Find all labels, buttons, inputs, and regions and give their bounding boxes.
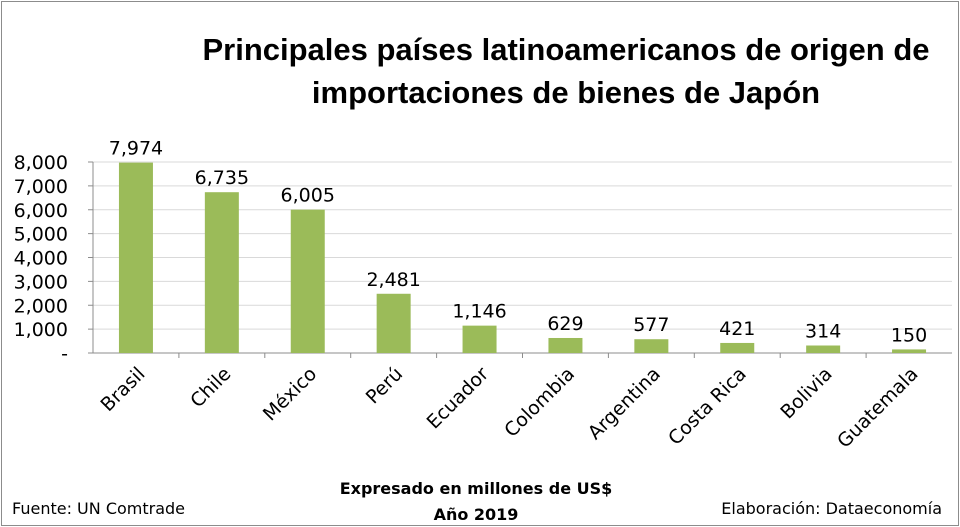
category-label: Colombia	[500, 363, 579, 442]
bar-guatemala	[892, 349, 927, 353]
data-label: 1,146	[452, 301, 506, 323]
data-label: 314	[805, 321, 841, 343]
y-tick-label: 3,000	[14, 271, 68, 293]
chart-title-line-2: importaciones de bienes de Japón	[312, 75, 820, 110]
y-tick-label: -	[61, 343, 68, 365]
x-axis-caption-line-1: Expresado en millones de US$	[340, 479, 613, 498]
bars	[118, 162, 927, 353]
credit-note: Elaboración: Dataeconomía	[721, 499, 942, 518]
y-tick-label: 7,000	[14, 176, 68, 198]
x-axis-caption-line-2: Año 2019	[434, 505, 519, 524]
bar-brasil	[118, 162, 153, 353]
data-labels: 7,974 6,735 6,005 2,481 1,146 629 577 421 314 150	[109, 138, 927, 347]
y-tick-label: 8,000	[14, 152, 68, 174]
category-label: Costa Rica	[664, 363, 751, 450]
data-label: 577	[633, 314, 669, 336]
category-label: Perú	[362, 363, 407, 408]
bar-argentina	[634, 339, 669, 353]
bar-costa-rica	[720, 342, 755, 353]
bar-colombia	[548, 337, 583, 353]
bar-per-	[376, 293, 411, 353]
category-label: Guatemala	[833, 363, 923, 453]
data-label: 6,735	[195, 167, 249, 189]
category-label: Bolivia	[776, 363, 836, 423]
chart-title-line-1: Principales países latinoamericanos de o…	[202, 32, 929, 67]
data-label: 7,974	[109, 138, 163, 160]
data-label: 421	[719, 318, 755, 340]
y-tick-label: 1,000	[14, 319, 68, 341]
bar-m-xico	[290, 209, 325, 353]
category-label: Chile	[186, 363, 235, 412]
y-tick-label: 2,000	[14, 295, 68, 317]
category-label: Brasil	[96, 363, 149, 416]
bar-ecuador	[462, 325, 497, 353]
bar-chile	[204, 192, 239, 353]
category-label: México	[259, 363, 321, 425]
source-note: Fuente: UN Comtrade	[12, 499, 185, 518]
data-label: 2,481	[366, 269, 420, 291]
y-tick-label: 5,000	[14, 224, 68, 246]
y-tick-labels: -1,0002,0003,0004,0005,0006,0007,0008,00…	[14, 152, 68, 365]
data-label: 629	[547, 313, 583, 335]
category-label: Ecuador	[423, 363, 494, 434]
y-tick-label: 4,000	[14, 248, 68, 270]
y-tick-label: 6,000	[14, 200, 68, 222]
data-label: 6,005	[281, 185, 335, 207]
bar-bolivia	[806, 345, 841, 353]
data-label: 150	[891, 324, 927, 346]
category-labels: Brasil Chile México Perú Ecuador Colombia Arge…	[96, 363, 922, 453]
category-label: Argentina	[584, 363, 665, 444]
